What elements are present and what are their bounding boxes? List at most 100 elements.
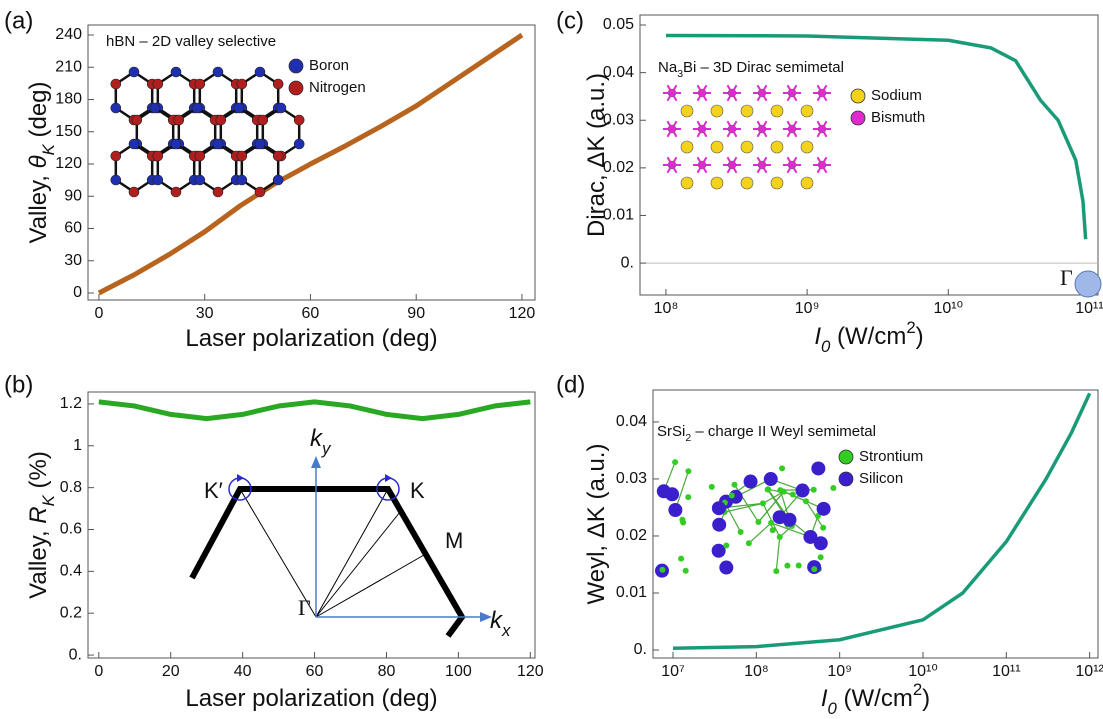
atom — [758, 89, 766, 97]
atom — [777, 534, 783, 540]
atom — [678, 556, 684, 562]
atom — [811, 487, 817, 493]
y-tick-label: 180 — [55, 91, 82, 108]
atom — [698, 161, 706, 169]
atom — [153, 175, 163, 185]
atom — [728, 161, 736, 169]
atom — [768, 520, 774, 526]
atom — [758, 125, 766, 133]
x-tick-label: 10⁹ — [827, 663, 852, 680]
arrow-head — [385, 474, 392, 482]
atom — [741, 141, 753, 153]
x-tick-label: 10¹¹ — [992, 663, 1020, 680]
atom — [111, 175, 121, 185]
y-axis-label: Dirac, ΔK (a.u.) — [583, 73, 610, 237]
x-axis-label: Laser polarization (deg) — [185, 685, 437, 712]
atom — [111, 79, 121, 89]
y-axis-label: Valley, θK (deg) — [25, 81, 58, 243]
x-tick-label: 100 — [445, 663, 472, 680]
atom — [111, 151, 121, 161]
hex-bond — [242, 144, 278, 192]
kx-label: kx — [490, 607, 511, 640]
label-part: Valley, — [25, 168, 52, 243]
atom — [818, 125, 826, 133]
legend-swatch — [839, 472, 853, 486]
x-tick-label: 60 — [302, 305, 320, 322]
zone-edge — [192, 489, 462, 636]
atom — [723, 543, 729, 549]
atom — [795, 484, 809, 498]
hbn-lattice — [111, 67, 304, 197]
atom — [237, 151, 247, 161]
atom — [213, 139, 223, 149]
atom — [668, 161, 676, 169]
panel-label: (b) — [4, 371, 33, 398]
atom — [758, 161, 766, 169]
inset-title: SrSi2 – charge II Weyl semimetal — [657, 423, 876, 444]
label-part: SrSi — [657, 423, 685, 440]
x-tick-label: 60 — [306, 663, 324, 680]
label-part: (W/cm — [837, 685, 913, 712]
atom — [779, 465, 785, 471]
y-tick-label: 240 — [55, 26, 82, 43]
x-tick-label: 90 — [407, 305, 425, 322]
atom — [830, 485, 836, 491]
y-tick-label: 0.03 — [616, 470, 647, 487]
atom — [153, 151, 163, 161]
label-part: θ — [25, 155, 52, 168]
label-part: (deg) — [25, 81, 52, 144]
x-tick-label: 10⁹ — [795, 300, 820, 317]
y-tick-label: 0.6 — [60, 521, 82, 538]
legend-label: Silicon — [859, 470, 903, 487]
arrow-head — [311, 456, 321, 468]
atom — [760, 500, 766, 506]
y-tick-label: 30 — [64, 252, 82, 269]
y-tick-label: 0.02 — [616, 527, 647, 544]
label-part: K — [39, 143, 58, 155]
atom — [681, 105, 693, 117]
label-part: Valley, — [25, 524, 52, 599]
label-part: Dirac, ΔK (a.u.) — [583, 73, 610, 237]
legend-label: Boron — [309, 57, 349, 74]
y-tick-label: 0.01 — [616, 584, 647, 601]
legend-label: Sodium — [871, 87, 922, 104]
ky-label: ky — [310, 425, 332, 458]
atom — [711, 141, 723, 153]
atom — [668, 125, 676, 133]
y-tick-label: 0. — [621, 254, 634, 271]
atom — [685, 494, 691, 500]
atom — [111, 103, 121, 113]
x-tick-label: 80 — [378, 663, 396, 680]
atom — [195, 175, 205, 185]
y-tick-label: 0. — [69, 646, 82, 663]
atom — [712, 518, 726, 532]
atom — [171, 67, 181, 77]
atom — [237, 175, 247, 185]
atom — [294, 139, 304, 149]
label-part: (W/cm — [830, 323, 906, 350]
plot-frame — [640, 15, 1098, 295]
panel-label: (c) — [556, 7, 584, 34]
hex-bond — [158, 144, 194, 192]
atom — [782, 513, 796, 527]
atom — [817, 502, 831, 516]
legend-swatch — [839, 450, 853, 464]
atom — [679, 517, 685, 523]
bond — [749, 523, 771, 543]
gamma-point — [1075, 271, 1101, 297]
atom — [765, 486, 771, 492]
panel-label: (a) — [4, 7, 33, 34]
bond — [776, 537, 779, 571]
atom — [818, 89, 826, 97]
label-part: hBN – 2D valley selective — [106, 33, 276, 50]
zone-ray — [316, 489, 388, 617]
y-tick-label: 210 — [55, 58, 82, 75]
x-tick-label: 20 — [162, 663, 180, 680]
x-tick-label: 0 — [94, 663, 103, 680]
atom — [712, 501, 726, 515]
atom — [153, 79, 163, 89]
atom — [773, 568, 779, 574]
diagram-label: M — [445, 528, 463, 553]
atom — [255, 187, 265, 197]
y-tick-label: 150 — [55, 123, 82, 140]
